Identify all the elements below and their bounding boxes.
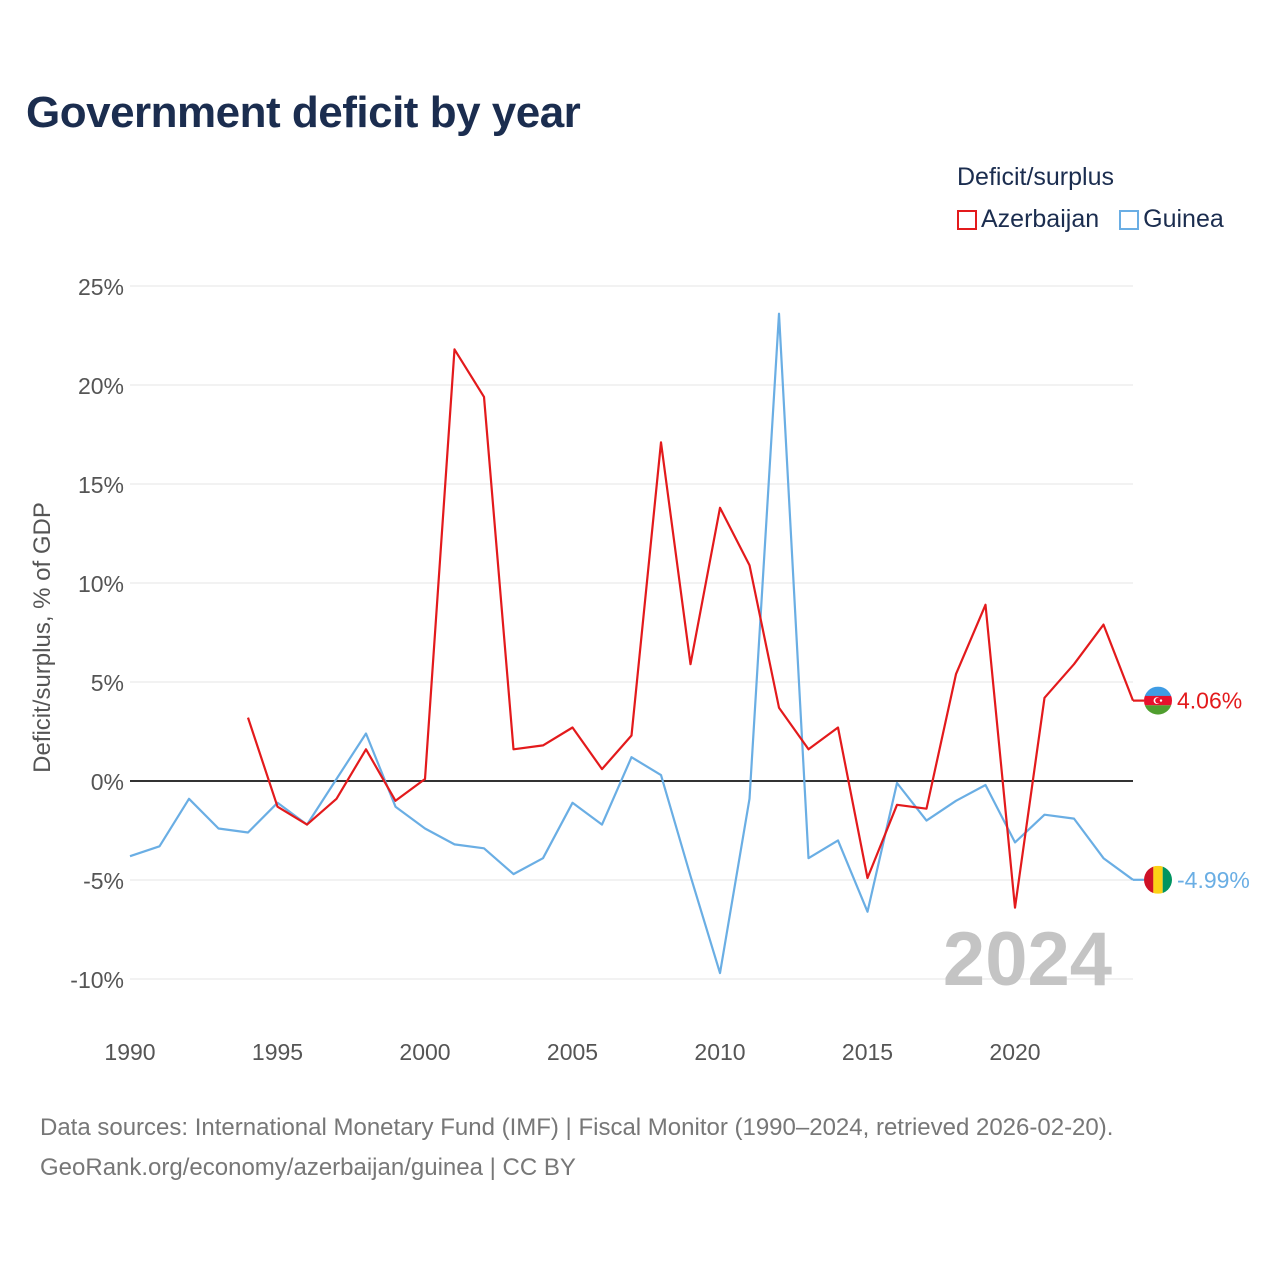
x-tick-label: 1995 [252,1039,303,1065]
y-tick-label: 0% [91,769,124,795]
x-tick-label: 2000 [399,1039,450,1065]
series-line-azerbaijan [246,348,1135,909]
legend-label-azerbaijan: Azerbaijan [981,205,1100,233]
grid-lines [130,285,1133,980]
x-tick-label: 2015 [842,1039,893,1065]
series-line-guinea [129,312,1134,975]
y-axis-ticks: -10% -5% 0% 5% 10% 15% 20% 25% [70,274,124,993]
legend-swatch-azerbaijan [957,209,977,230]
y-axis-label: Deficit/surplus, % of GDP [29,502,56,773]
y-tick-label: 25% [78,274,124,300]
y-tick-label: 15% [78,472,124,498]
guinea-flag-icon [1144,865,1172,894]
end-value-label-guinea: -4.99% [1177,867,1250,893]
series-lines [129,312,1135,975]
end-value-label-azerbaijan: 4.06% [1177,688,1242,714]
line-chart: -10% -5% 0% 5% 10% 15% 20% 25% 1990 1995 2000 2005… [29,274,1250,1065]
legend-item-azerbaijan[interactable]: Azerbaijan [957,205,1099,234]
end-markers: -4.99% 4.06% [1133,686,1250,894]
legend-title: Deficit/surplus [957,163,1114,191]
source-line-1: Data sources: International Monetary Fun… [40,1114,1114,1141]
x-tick-label: 2020 [989,1039,1040,1065]
y-tick-label: 5% [91,670,124,696]
year-watermark: 2024 [943,917,1112,1002]
x-axis-ticks: 1990 1995 2000 2005 2010 2015 2020 [104,1039,1040,1065]
source-line-2: GeoRank.org/economy/azerbaijan/guinea | … [40,1154,576,1181]
legend-swatch-guinea [1119,209,1140,230]
legend: Azerbaijan Guinea [957,205,1238,234]
x-tick-label: 1990 [104,1039,155,1065]
legend-item-guinea[interactable]: Guinea [1119,205,1224,234]
x-tick-label: 2005 [547,1039,598,1065]
y-tick-label: 10% [78,571,124,597]
y-tick-label: -5% [83,868,124,894]
chart-title: Government deficit by year [26,88,581,137]
azerbaijan-flag-icon [1144,686,1172,715]
source-note: Data sources: International Monetary Fun… [40,1108,1113,1188]
y-tick-label: -10% [70,967,124,993]
y-tick-label: 20% [78,373,124,399]
legend-label-guinea: Guinea [1143,205,1224,233]
x-tick-label: 2010 [694,1039,745,1065]
